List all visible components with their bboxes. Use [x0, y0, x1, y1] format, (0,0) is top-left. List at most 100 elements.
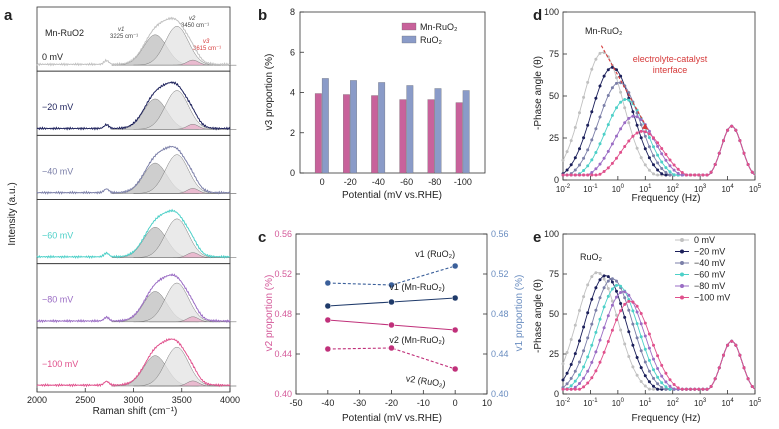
data-point	[578, 339, 581, 343]
data-point	[680, 387, 684, 391]
data-point	[590, 138, 594, 142]
data-point	[582, 156, 586, 160]
data-point	[578, 373, 581, 377]
data-point	[672, 173, 676, 177]
x-tick-label: 102	[667, 184, 680, 194]
y-tick-label-right: 0.56	[491, 229, 509, 239]
data-point	[627, 293, 631, 297]
data-point	[639, 366, 643, 370]
legend-marker	[680, 272, 684, 277]
data-point	[610, 113, 614, 117]
data-point	[738, 353, 742, 357]
data-point	[606, 275, 610, 279]
data-point	[672, 383, 676, 386]
data-point	[722, 139, 725, 143]
data-point	[582, 349, 586, 353]
data-point	[668, 384, 672, 388]
data-point	[693, 387, 697, 391]
component-peak	[133, 218, 221, 258]
data-point	[598, 278, 602, 282]
data-point	[565, 371, 569, 375]
data-point	[697, 173, 701, 177]
data-point	[734, 343, 738, 347]
data-point	[623, 302, 627, 306]
spectrum-label: −100 mV	[42, 359, 78, 369]
x-tick-label: 104	[721, 184, 734, 194]
data-point	[586, 355, 590, 359]
data-point	[635, 356, 639, 359]
data-point	[631, 110, 635, 114]
data-point	[627, 98, 631, 102]
data-point	[639, 129, 643, 133]
data-point	[619, 284, 623, 288]
data-point	[656, 173, 660, 177]
data-point	[664, 173, 668, 177]
spectrum-label: −40 mV	[42, 166, 73, 176]
data-point	[619, 302, 623, 305]
data-point	[606, 279, 610, 283]
x-tick-label: 101	[639, 398, 652, 408]
data-point	[598, 338, 602, 342]
data-point	[606, 314, 610, 318]
panel-c-ylabel-right: v1 proportion (%)	[514, 275, 525, 352]
data-point	[664, 166, 668, 170]
panel-b-bar: v3 proportion (%) Potential (mV vs.RHE) …	[264, 7, 486, 201]
series-line	[327, 347, 456, 370]
y-tick-label: 75	[549, 49, 559, 59]
data-point	[602, 350, 606, 354]
data-point	[701, 173, 705, 177]
data-point	[569, 139, 573, 143]
data-point	[573, 168, 577, 172]
data-point	[652, 154, 655, 158]
data-point	[647, 129, 651, 133]
data-point	[635, 131, 639, 135]
data-point	[569, 387, 573, 391]
data-point	[615, 68, 618, 72]
data-point	[676, 171, 680, 175]
y-tick-label-right: 0.40	[491, 389, 509, 399]
x-tick-label: 4000	[220, 395, 240, 405]
data-point	[647, 156, 651, 160]
data-point	[652, 136, 655, 140]
data-point	[652, 145, 655, 149]
y-tick-label: 0	[554, 175, 559, 185]
data-point	[660, 167, 664, 170]
data-point	[590, 343, 594, 347]
data-point	[606, 94, 610, 97]
data-point	[586, 173, 590, 177]
legend-marker	[680, 295, 684, 300]
y-tick-label-right: 0.44	[491, 349, 509, 359]
data-point	[598, 296, 602, 300]
data-point	[594, 167, 598, 171]
bar-ruo2	[350, 80, 357, 174]
data-point	[656, 354, 660, 358]
y-tick-label-left: 0.52	[274, 269, 292, 279]
x-tick-label: -20	[344, 177, 357, 187]
data-point	[582, 325, 586, 329]
component-peak	[133, 154, 221, 194]
data-point	[578, 111, 581, 115]
data-point	[660, 152, 664, 156]
spectrum-curve	[36, 208, 231, 259]
x-tick-label: 0	[320, 177, 325, 187]
peak-label-v1: v1	[118, 27, 124, 33]
spectrum-label: −80 mV	[42, 295, 73, 305]
x-tick-exponent: 5	[758, 184, 762, 190]
data-point	[664, 152, 668, 156]
panel-label-c: c	[258, 229, 266, 246]
data-point	[594, 96, 598, 100]
data-point	[631, 365, 635, 369]
data-point	[615, 283, 618, 287]
x-tick-label: 10-2	[556, 184, 571, 194]
component-peak	[149, 188, 237, 194]
component-peak	[133, 282, 222, 323]
data-point	[598, 172, 602, 176]
data-point	[598, 272, 602, 275]
data-point	[684, 387, 688, 391]
data-point	[451, 326, 459, 334]
data-point	[606, 68, 610, 72]
data-point	[594, 173, 598, 177]
x-tick-label: 103	[694, 184, 707, 194]
data-point	[602, 156, 606, 160]
data-point	[590, 158, 594, 162]
